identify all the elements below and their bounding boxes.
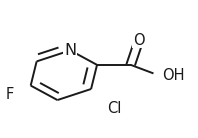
Text: N: N (64, 43, 76, 58)
Text: O: O (133, 33, 144, 47)
Text: F: F (5, 87, 14, 102)
Text: Cl: Cl (107, 101, 121, 116)
Text: OH: OH (162, 68, 185, 83)
